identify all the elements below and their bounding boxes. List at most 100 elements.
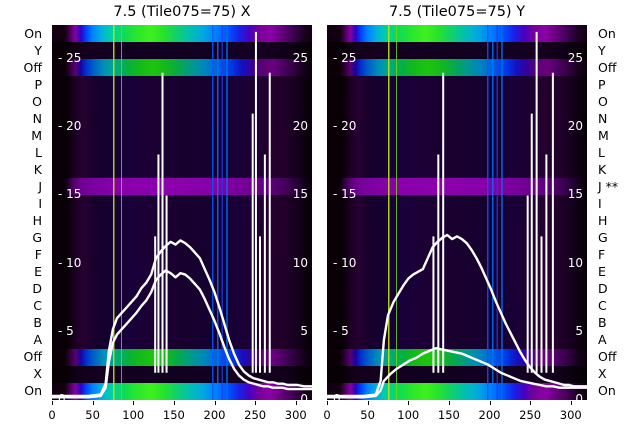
y-category-r-10: I — [598, 195, 602, 211]
y-category-l-6: M — [31, 127, 42, 143]
y-category-r-2: Off — [598, 59, 617, 75]
y-category-l-0: On — [24, 25, 42, 41]
y-category-l-17: B — [33, 315, 42, 331]
y-category-r-13: F — [598, 247, 606, 263]
y-category-r-17: B — [598, 315, 607, 331]
y-inner-tick-0: 0 — [300, 392, 308, 400]
x-tick-label-200: 200 — [478, 408, 501, 422]
y-category-r-5: N — [598, 110, 608, 126]
panel-title-y: 7.5 (Tile075=75) Y — [388, 4, 526, 20]
y-category-l-12: G — [32, 230, 42, 246]
x-tick-label-200: 200 — [203, 408, 226, 422]
y-category-l-4: O — [32, 93, 42, 109]
x-tick-label-250: 250 — [519, 408, 542, 422]
y-inner-tick-10: 10 — [292, 255, 308, 270]
x-tick-label-0: 0 — [48, 408, 56, 422]
trace-upper — [327, 233, 587, 398]
x-tick-label-100: 100 — [122, 408, 145, 422]
heatmap-x: 0 - 5 - 10 - 15 - 20 - 25 0 5 10 15 20 25 — [52, 25, 312, 400]
y-inner-tick-0: 0 — [58, 392, 66, 400]
trace-lower — [327, 346, 587, 399]
y-inner-tick-20: 20 — [292, 119, 308, 134]
y-category-l-19: Off — [23, 349, 42, 365]
x-tick-label-50: 50 — [360, 408, 375, 422]
x-tick-mark-250 — [530, 401, 532, 405]
trace-overlay-y — [327, 31, 587, 399]
x-tick-mark-50 — [92, 401, 94, 405]
y-inner-tick-10: - 10 — [333, 255, 357, 270]
x-tick-mark-0 — [52, 401, 53, 405]
y-inner-tick-5: - 5 — [58, 323, 74, 338]
y-category-l-8: K — [33, 161, 42, 177]
x-tick-label-300: 300 — [284, 408, 307, 422]
y-inner-tick-0: 0 — [333, 392, 341, 400]
y-category-l-5: N — [32, 110, 42, 126]
x-tick-mark-200 — [214, 401, 216, 405]
y-category-l-16: C — [33, 298, 42, 314]
y-inner-tick-15: - 15 — [58, 187, 82, 202]
y-category-r-14: E — [598, 264, 606, 280]
y-inner-tick-10: 10 — [567, 255, 583, 270]
x-tick-mark-300 — [295, 401, 297, 405]
y-axis-categories-left: On Y Off P O N M L K J I H G F E D C B A Off X On — [0, 25, 46, 400]
y-inner-tick-15: 15 — [567, 187, 583, 202]
x-tick-mark-0 — [327, 401, 328, 405]
y-inner-tick-5: - 5 — [333, 323, 349, 338]
y-inner-tick-5: 5 — [575, 323, 583, 338]
y-category-r-9: J ** — [598, 178, 619, 194]
panel-title-x: 7.5 (Tile075=75) X — [113, 4, 251, 20]
y-category-r-20: X — [598, 366, 607, 382]
y-category-r-18: A — [598, 332, 607, 348]
y-category-l-13: F — [34, 247, 42, 263]
heatmap-y: 0 - 5 - 10 - 15 - 20 - 25 0 5 10 15 20 25 — [327, 25, 587, 400]
panel-x[interactable]: 0 - 5 - 10 - 15 - 20 - 25 0 5 10 15 20 25 — [52, 25, 312, 400]
y-inner-tick-20: - 20 — [58, 119, 82, 134]
x-tick-label-250: 250 — [244, 408, 267, 422]
y-inner-tick-0: 0 — [575, 392, 583, 400]
y-inner-tick-25: 25 — [567, 51, 583, 66]
y-inner-tick-5: 5 — [300, 323, 308, 338]
x-tick-label-150: 150 — [437, 408, 460, 422]
y-inner-tick-15: 15 — [292, 187, 308, 202]
x-tick-label-50: 50 — [85, 408, 100, 422]
y-inner-tick-25: - 25 — [58, 51, 82, 66]
y-category-l-9: J — [38, 178, 42, 194]
y-inner-tick-10: - 10 — [58, 255, 82, 270]
x-tick-mark-100 — [408, 401, 410, 405]
y-category-l-21: On — [24, 383, 42, 399]
y-category-l-14: E — [34, 264, 42, 280]
y-category-r-11: H — [598, 213, 608, 229]
y-category-l-3: P — [34, 76, 42, 92]
x-tick-label-0: 0 — [323, 408, 331, 422]
y-inner-tick-25: - 25 — [333, 51, 357, 66]
y-category-l-18: A — [33, 332, 42, 348]
x-tick-mark-100 — [133, 401, 135, 405]
y-category-r-15: D — [598, 281, 608, 297]
panel-y[interactable]: 0 - 5 - 10 - 15 - 20 - 25 0 5 10 15 20 25 — [327, 25, 587, 400]
y-axis-categories-right: On Y Off P O N M L K J ** I H G F E D C B A Off X On — [594, 25, 640, 400]
y-category-r-6: M — [598, 127, 609, 143]
y-category-l-2: Off — [23, 59, 42, 75]
y-category-l-10: I — [38, 195, 42, 211]
x-tick-mark-150 — [173, 401, 175, 405]
x-tick-label-150: 150 — [162, 408, 185, 422]
y-category-l-11: H — [32, 213, 42, 229]
y-category-r-21: On — [598, 383, 616, 399]
y-category-r-4: O — [598, 93, 608, 109]
y-inner-tick-20: - 20 — [333, 119, 357, 134]
x-tick-label-300: 300 — [559, 408, 582, 422]
y-inner-tick-25: 25 — [292, 51, 308, 66]
trace-overlay-x — [52, 31, 312, 399]
y-category-l-7: L — [35, 144, 42, 160]
x-tick-mark-300 — [570, 401, 572, 405]
y-category-r-1: Y — [598, 42, 606, 58]
y-category-r-12: G — [598, 230, 608, 246]
x-tick-mark-250 — [255, 401, 257, 405]
y-category-l-1: Y — [34, 42, 42, 58]
x-tick-mark-150 — [448, 401, 450, 405]
x-tick-mark-50 — [367, 401, 369, 405]
y-category-r-8: K — [598, 161, 607, 177]
y-category-r-7: L — [598, 144, 605, 160]
y-category-r-16: C — [598, 298, 607, 314]
